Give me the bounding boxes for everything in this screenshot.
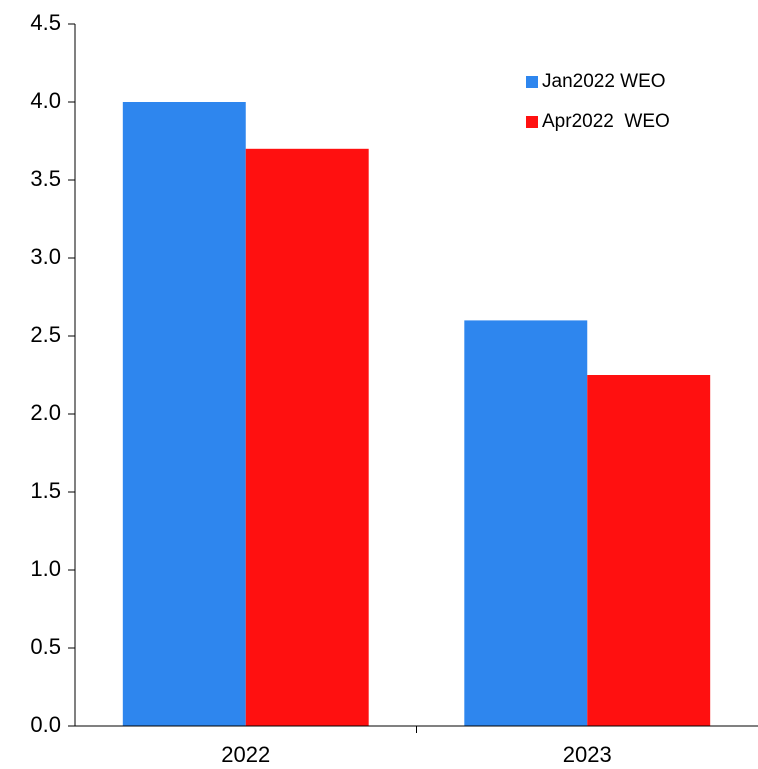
y-tick-label: 2.0 (30, 400, 61, 425)
y-tick-label: 0.5 (30, 634, 61, 659)
bar (587, 375, 711, 726)
y-tick-label: 2.5 (30, 322, 61, 347)
y-tick-label: 3.5 (30, 166, 61, 191)
y-tick-label: 4.5 (30, 10, 61, 35)
y-tick-label: 0.0 (30, 712, 61, 737)
bar (122, 102, 246, 726)
legend-swatch (526, 116, 538, 128)
bar (464, 320, 588, 726)
y-tick-label: 1.5 (30, 478, 61, 503)
legend: Jan2022 WEO (542, 71, 666, 92)
legend: Apr2022 WEO (542, 111, 670, 132)
y-tick-label: 4.0 (30, 88, 61, 113)
x-tick-label: 2022 (221, 742, 270, 767)
y-tick-label: 1.0 (30, 556, 61, 581)
bar (245, 148, 369, 727)
x-tick-label: 2023 (563, 742, 612, 767)
legend-swatch (526, 76, 538, 88)
y-tick-label: 3.0 (30, 244, 61, 269)
